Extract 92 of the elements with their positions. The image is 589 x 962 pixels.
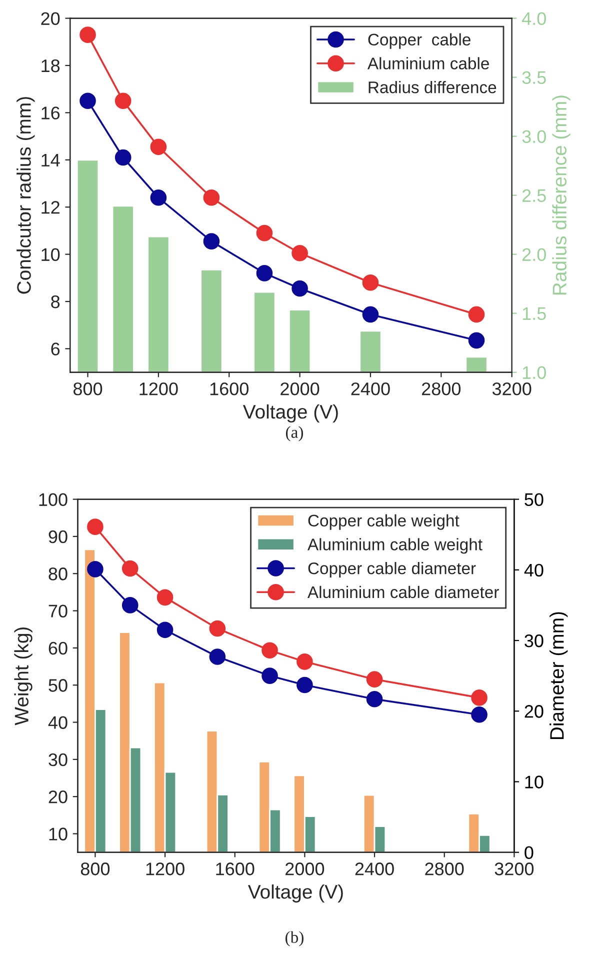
y2-tick-label: 0 — [524, 846, 534, 860]
x-axis-title: Voltage (V) — [248, 884, 343, 903]
legend-label: Radius difference — [368, 81, 496, 94]
y2-axis-title: Radius difference (mm) — [552, 96, 570, 295]
y2-tick-label: 30 — [524, 634, 544, 648]
y-tick-label: 8 — [51, 295, 60, 308]
point — [292, 244, 308, 262]
y-tick-label: 12 — [42, 201, 60, 214]
point — [150, 189, 167, 206]
point — [87, 518, 104, 535]
point — [468, 306, 485, 323]
x-tick-label: 1200 — [146, 862, 184, 876]
text: (a) — [286, 426, 304, 442]
point — [203, 233, 220, 250]
x-axis-title: Voltage (V) — [242, 404, 338, 423]
x-tick-label: 800 — [73, 382, 102, 396]
x-tick-label: 800 — [80, 862, 110, 876]
y-tick-label: 70 — [48, 604, 68, 618]
point — [87, 561, 104, 578]
x-tick-label: 3200 — [494, 862, 534, 876]
x-tick-label: 2400 — [355, 862, 394, 876]
legend-label: Copper cable diameter — [308, 562, 476, 578]
y-tick-label: 20 — [41, 12, 60, 25]
legend-label: Aluminium cable — [367, 57, 489, 70]
x-tick-label: 2400 — [351, 382, 390, 396]
point — [296, 676, 313, 694]
legend-label: Copper cable weight — [308, 514, 460, 530]
y-tick-label: 18 — [42, 59, 60, 72]
legend-label: Copper cable — [368, 33, 470, 49]
point — [292, 280, 308, 297]
x-tick-label: 3200 — [492, 382, 532, 396]
y-tick-label: 14 — [42, 154, 60, 166]
x-tick-label: 2800 — [425, 862, 464, 876]
y2-tick-label: 2.5 — [522, 189, 546, 202]
point — [296, 654, 313, 670]
point — [362, 306, 379, 323]
x-tick-label: 2800 — [422, 382, 461, 396]
point — [262, 668, 278, 684]
y2-tick-label: 50 — [524, 493, 544, 506]
point — [256, 224, 273, 242]
y-tick-label: 6 — [51, 342, 60, 356]
y2-tick-label: 10 — [525, 776, 544, 788]
y2-tick-label: 3.5 — [522, 71, 546, 84]
y2-tick-label: 4.0 — [522, 12, 546, 25]
y2-tick-label: 3.0 — [522, 130, 546, 144]
legend-label: Aluminium cable weight — [307, 538, 482, 554]
point — [203, 189, 220, 206]
x-tick-label: 1200 — [140, 382, 178, 396]
y2-axis-title: Diameter (mm) — [550, 612, 568, 740]
point — [362, 274, 379, 291]
y2-tick-label: 1.5 — [522, 307, 546, 320]
y-tick-label: 16 — [42, 106, 60, 120]
point — [122, 597, 138, 614]
y-tick-label: 30 — [48, 753, 68, 766]
y2-tick-label: 1.0 — [522, 366, 546, 380]
y-tick-label: 50 — [48, 679, 68, 692]
point — [80, 26, 96, 43]
point — [122, 560, 138, 577]
point — [262, 642, 278, 659]
y-tick-label: 10 — [42, 248, 60, 262]
y-tick-label: 90 — [48, 530, 68, 544]
y-tick-label: 40 — [48, 716, 68, 729]
point — [114, 92, 132, 110]
point — [150, 138, 167, 156]
y2-tick-label: 40 — [524, 564, 544, 577]
legend-label: Aluminium cable diameter — [307, 586, 499, 598]
point — [209, 648, 226, 665]
x-tick-label: 1600 — [216, 862, 254, 876]
point — [114, 149, 132, 166]
y-tick-label: 60 — [48, 642, 68, 655]
y2-tick-label: 20 — [524, 705, 544, 718]
y-axis-title: Condcutor radius (mm) — [16, 97, 35, 294]
point — [80, 92, 96, 110]
point — [156, 589, 174, 606]
text: (b) — [286, 931, 304, 946]
x-tick-label: 2000 — [286, 862, 324, 876]
point — [156, 622, 174, 638]
y-tick-label: 20 — [48, 790, 68, 804]
point — [471, 706, 488, 723]
point — [468, 332, 485, 349]
y2-tick-label: 2.0 — [522, 248, 546, 262]
y-tick-label: 10 — [49, 828, 68, 840]
point — [471, 690, 488, 706]
y-tick-label: 80 — [48, 568, 68, 580]
y-axis-title: Weight (kg) — [14, 627, 32, 726]
point — [366, 671, 383, 688]
x-tick-label: 2000 — [280, 382, 320, 396]
x-tick-label: 1600 — [210, 382, 248, 396]
point — [366, 690, 383, 708]
y-tick-label: 100 — [39, 493, 68, 506]
point — [256, 265, 273, 282]
point — [209, 620, 226, 637]
